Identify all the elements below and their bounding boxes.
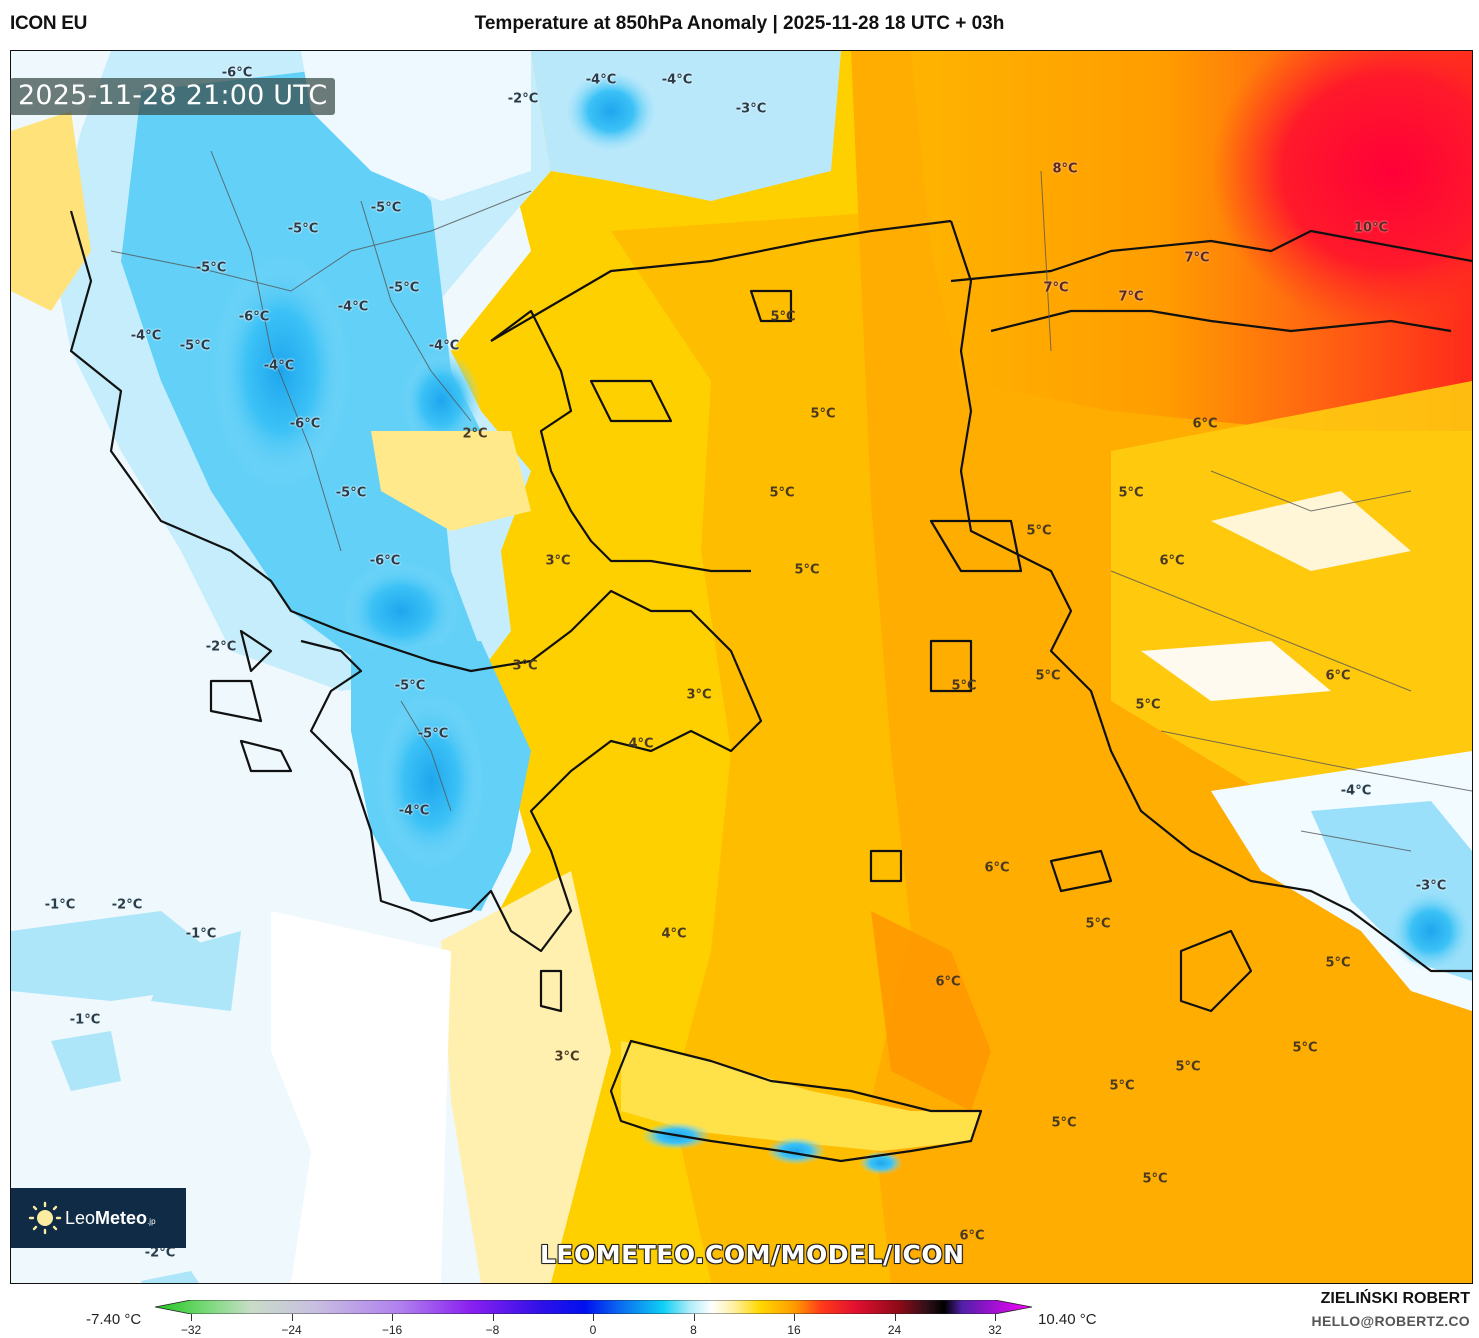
- temperature-label: 5°C: [1292, 1040, 1318, 1056]
- temperature-label: -2°C: [111, 897, 143, 913]
- temperature-label: -4°C: [1340, 783, 1372, 799]
- temperature-label: 5°C: [1051, 1115, 1077, 1131]
- author-email[interactable]: HELLO@ROBERTZ.CO: [1311, 1313, 1470, 1329]
- logo-prefix: Leo: [65, 1207, 96, 1228]
- colorbar-tick-label: −24: [281, 1323, 302, 1337]
- author-name: ZIELIŃSKI ROBERT: [1320, 1290, 1470, 1307]
- logo-text: LeoMeteo.jp: [65, 1208, 156, 1229]
- temperature-label: -5°C: [388, 280, 420, 296]
- temperature-label: 10°C: [1353, 220, 1389, 236]
- valid-time-badge: 2025-11-28 21:00 UTC: [10, 78, 336, 115]
- logo-bold: Meteo: [95, 1207, 148, 1228]
- temperature-label: 5°C: [951, 678, 977, 694]
- temperature-label: -3°C: [1415, 878, 1447, 894]
- colorbar-max-label: 10.40 °C: [1038, 1311, 1097, 1328]
- temperature-label: -3°C: [735, 101, 767, 117]
- temperature-label: 6°C: [1325, 668, 1351, 684]
- temperature-label: 5°C: [1026, 523, 1052, 539]
- colorbar-tick-label: 24: [887, 1323, 902, 1337]
- temperature-label: -2°C: [144, 1245, 176, 1261]
- temperature-label: 5°C: [1175, 1059, 1201, 1075]
- temperature-anomaly-map[interactable]: -6°C -2°C -4°C -4°C -3°C -5°C -5°C -5°C -5°C -4°C…: [10, 50, 1473, 1284]
- temperature-label: -1°C: [69, 1012, 101, 1028]
- temperature-label: 7°C: [1043, 280, 1069, 296]
- temperature-label: -6°C: [221, 65, 253, 81]
- temperature-label: 6°C: [935, 974, 961, 990]
- temperature-label: 7°C: [1118, 289, 1144, 305]
- temperature-label: 5°C: [1142, 1171, 1168, 1187]
- colorbar-min-label: -7.40 °C: [86, 1311, 142, 1328]
- temperature-label: 8°C: [1052, 161, 1078, 177]
- temperature-label: 5°C: [1325, 955, 1351, 971]
- temperature-label: 6°C: [984, 860, 1010, 876]
- temperature-label: 5°C: [1035, 668, 1061, 684]
- colorbar-tick: [794, 1314, 795, 1321]
- temperature-label: -1°C: [44, 897, 76, 913]
- colorbar-tick: [593, 1314, 594, 1321]
- colorbar: [155, 1300, 1032, 1314]
- temperature-label: 6°C: [1192, 416, 1218, 432]
- temperature-label: -4°C: [661, 72, 693, 88]
- sun-icon: [28, 1201, 62, 1235]
- colorbar-tick: [191, 1314, 192, 1321]
- temperature-label: 3°C: [686, 687, 712, 703]
- temperature-label: -2°C: [205, 639, 237, 655]
- temperature-label: -5°C: [335, 485, 367, 501]
- temperature-label: -5°C: [417, 726, 449, 742]
- leometeo-logo[interactable]: LeoMeteo.jp: [11, 1188, 186, 1248]
- temperature-label: -4°C: [263, 358, 295, 374]
- colorbar-tick-label: 32: [988, 1323, 1002, 1337]
- temperature-label: -4°C: [130, 328, 162, 344]
- temperature-label: 3°C: [512, 658, 538, 674]
- colorbar-tick: [392, 1314, 393, 1321]
- temperature-label: 5°C: [769, 485, 795, 501]
- temperature-label: 6°C: [1159, 553, 1185, 569]
- temperature-label: -5°C: [370, 200, 402, 216]
- model-name: ICON EU: [10, 13, 88, 34]
- temperature-label: 7°C: [1184, 250, 1210, 266]
- temperature-label: 4°C: [628, 736, 654, 752]
- colorbar-tick-label: −32: [180, 1323, 202, 1337]
- temperature-label: -4°C: [398, 803, 430, 819]
- temperature-label: -5°C: [195, 260, 227, 276]
- temperature-label: -6°C: [238, 309, 270, 325]
- colorbar-tick: [995, 1314, 996, 1321]
- temperature-label: 5°C: [770, 309, 796, 325]
- temperature-label: -4°C: [337, 299, 369, 315]
- temperature-label: 5°C: [1085, 916, 1111, 932]
- temperature-label: -6°C: [369, 553, 401, 569]
- temperature-label: -5°C: [287, 221, 319, 237]
- temperature-label: 4°C: [661, 926, 687, 942]
- temperature-label: 5°C: [794, 562, 820, 578]
- temperature-label: 5°C: [1109, 1078, 1135, 1094]
- temperature-label: 3°C: [554, 1049, 580, 1065]
- colorbar-tick: [492, 1314, 494, 1321]
- temperature-label: 5°C: [810, 406, 836, 422]
- colorbar-tick-label: −16: [381, 1323, 403, 1337]
- colorbar-tick: [693, 1314, 695, 1321]
- temperature-label: -1°C: [185, 926, 217, 942]
- temperature-label: 3°C: [545, 553, 571, 569]
- logo-suffix: .jp: [147, 1216, 156, 1226]
- temperature-label: 5°C: [1118, 485, 1144, 501]
- temperature-label: 5°C: [1135, 697, 1161, 713]
- temperature-label: -5°C: [179, 338, 211, 354]
- colorbar-tick-label: 16: [787, 1323, 801, 1337]
- colorbar-tick-label: −8: [485, 1323, 500, 1337]
- watermark-url: LEOMETEO.COM/MODEL/ICON: [540, 1240, 965, 1269]
- temperature-label: 2°C: [462, 426, 488, 442]
- temperature-label: -4°C: [585, 72, 617, 88]
- anomaly-field: [11, 51, 1472, 1283]
- temperature-label: 6°C: [959, 1228, 985, 1244]
- colorbar-tick-label: 0: [589, 1323, 597, 1337]
- temperature-label: -4°C: [428, 338, 460, 354]
- colorbar-tick-label: 8: [690, 1323, 697, 1337]
- chart-title: Temperature at 850hPa Anomaly | 2025-11-…: [474, 13, 1005, 34]
- colorbar-tick: [894, 1314, 896, 1321]
- temperature-label: -6°C: [289, 416, 321, 432]
- colorbar-tick: [291, 1314, 293, 1321]
- temperature-label: -5°C: [394, 678, 426, 694]
- temperature-label: -2°C: [507, 91, 539, 107]
